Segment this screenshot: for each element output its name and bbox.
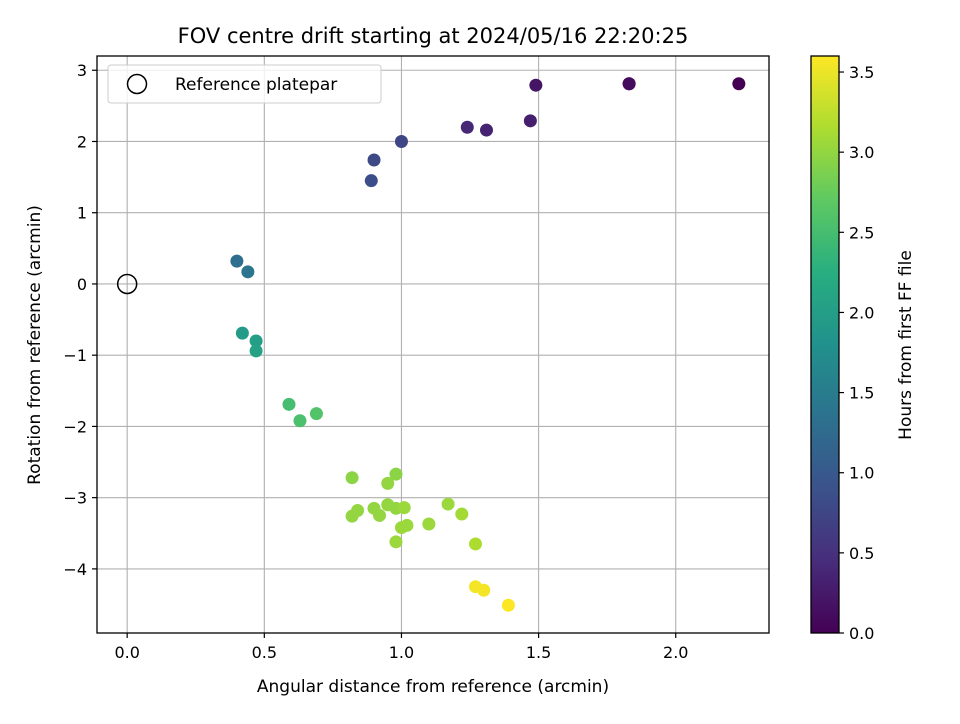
data-point-13: [249, 334, 263, 348]
y-tick-label-0: −4: [63, 560, 87, 579]
data-point-20: [381, 476, 395, 490]
data-point-16: [293, 414, 307, 428]
data-point-30: [389, 535, 403, 549]
colorbar-tick-label-2: 1.0: [849, 464, 874, 483]
chart-title: FOV centre drift starting at 2024/05/16 …: [178, 24, 689, 48]
y-axis-label: Rotation from reference (arcmin): [25, 205, 45, 485]
data-point-18: [345, 471, 359, 485]
legend: Reference platepar: [107, 64, 382, 104]
y-tick-label-3: −1: [63, 346, 87, 365]
colorbar-tick-label-7: 3.5: [849, 63, 874, 82]
data-point-27: [397, 501, 411, 515]
x-tick-label-0: 0.0: [114, 643, 139, 662]
colorbar-tick-label-3: 1.5: [849, 384, 874, 403]
data-point-29: [400, 518, 414, 532]
data-point-14: [249, 344, 263, 358]
data-point-0: [732, 77, 746, 91]
plot-frame: [96, 55, 770, 634]
x-tick-label-2: 1.0: [389, 643, 414, 662]
x-tick-label-3: 1.5: [526, 643, 551, 662]
colorbar: [810, 55, 840, 634]
data-point-5: [479, 123, 493, 137]
y-tick-label-1: −3: [63, 489, 87, 508]
data-point-3: [529, 78, 543, 92]
legend-reference-marker: [126, 73, 148, 95]
colorbar-ticks: 0.0 0.5 1.0 1.5 2.0 2.5 3.0 3.5: [839, 63, 874, 643]
data-point-12: [235, 326, 249, 340]
data-point-34: [469, 537, 483, 551]
y-tick-label-2: −2: [63, 417, 87, 436]
data-point-33: [455, 507, 469, 521]
data-point-10: [230, 254, 244, 268]
data-point-37: [501, 598, 515, 612]
data-point-4: [523, 114, 537, 128]
colorbar-tick-label-1: 0.5: [849, 544, 874, 563]
data-point-32: [441, 497, 455, 511]
data-point-19: [389, 467, 403, 481]
y-tick-label-7: 3: [77, 61, 87, 80]
y-tick-label-4: 0: [77, 275, 87, 294]
reference-marker: [116, 273, 138, 295]
data-point-15: [282, 397, 296, 411]
data-point-6: [460, 120, 474, 134]
grid-lines: [97, 56, 769, 633]
x-tick-label-1: 0.5: [252, 643, 277, 662]
y-axis-ticks: −4 −3 −2 −1 0 1 2 3: [63, 61, 97, 579]
data-point-24: [373, 508, 387, 522]
y-tick-label-6: 2: [77, 132, 87, 151]
data-points: [230, 77, 746, 612]
legend-box: [107, 64, 382, 104]
data-point-8: [367, 153, 381, 167]
data-point-2: [622, 77, 636, 91]
data-point-17: [309, 407, 323, 421]
data-point-22: [351, 503, 365, 517]
colorbar-tick-label-6: 3.0: [849, 143, 874, 162]
data-point-36: [477, 583, 491, 597]
y-tick-label-5: 1: [77, 204, 87, 223]
x-axis-ticks: 0.0 0.5 1.0 1.5 2.0: [114, 633, 688, 662]
colorbar-tick-label-0: 0.0: [849, 624, 874, 643]
legend-reference-label: Reference platepar: [175, 75, 337, 95]
x-axis-label: Angular distance from reference (arcmin): [257, 677, 609, 697]
data-point-9: [364, 174, 378, 188]
x-tick-label-4: 2.0: [663, 643, 688, 662]
data-point-7: [394, 134, 408, 148]
data-point-11: [241, 265, 255, 279]
data-point-31: [422, 517, 436, 531]
colorbar-label: Hours from first FF file: [896, 250, 916, 440]
colorbar-tick-label-4: 2.0: [849, 303, 874, 322]
colorbar-tick-label-5: 2.5: [849, 223, 874, 242]
